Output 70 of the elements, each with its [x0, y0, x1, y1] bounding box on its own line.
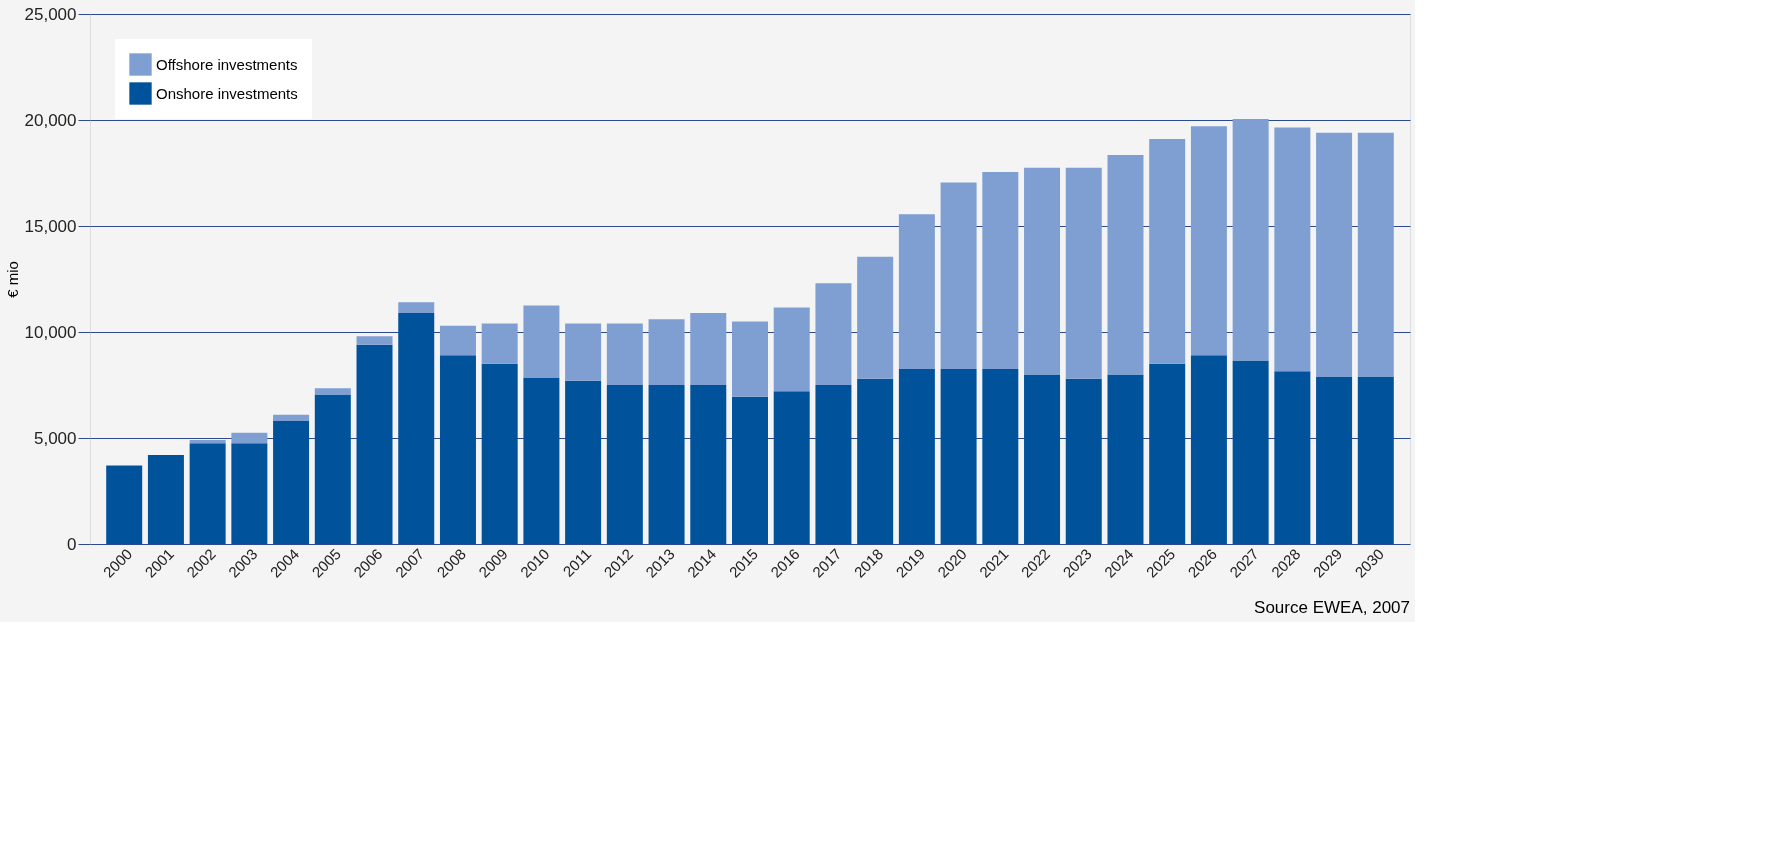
bar	[356, 344, 393, 544]
bar	[1232, 118, 1269, 361]
bar	[523, 305, 560, 378]
bar	[1024, 167, 1061, 375]
bar	[189, 440, 226, 444]
y-tick-label: 0	[67, 534, 77, 554]
bar	[1316, 376, 1353, 544]
bar	[1065, 167, 1102, 379]
bar	[648, 385, 685, 544]
bar	[1190, 355, 1227, 544]
bar	[1024, 374, 1061, 544]
bar	[1190, 126, 1227, 356]
bar	[690, 312, 727, 385]
bar	[898, 214, 935, 370]
y-tick-label: 10,000	[24, 322, 77, 342]
y-axis-title: € mio	[3, 261, 21, 298]
bar	[606, 385, 643, 544]
bar	[606, 323, 643, 385]
bar	[1357, 376, 1394, 544]
bar	[982, 171, 1019, 370]
bar	[732, 396, 768, 544]
bar	[1107, 374, 1144, 544]
y-tick-label: 20,000	[24, 110, 77, 130]
bar	[356, 336, 393, 345]
bar	[189, 443, 226, 544]
bar	[1274, 371, 1311, 544]
bar	[773, 391, 810, 544]
bar	[147, 454, 184, 544]
bar	[231, 443, 268, 544]
bar	[481, 363, 518, 544]
bar	[857, 256, 894, 379]
y-tick-label: 15,000	[24, 216, 77, 236]
bar	[1357, 132, 1394, 377]
bar	[648, 319, 685, 385]
bar	[940, 369, 977, 544]
y-tick-label: 5,000	[33, 428, 77, 448]
bar	[815, 385, 852, 544]
legend-label: Onshore investments	[156, 84, 298, 102]
bar	[1274, 127, 1311, 372]
bar	[898, 369, 935, 544]
bar	[1107, 154, 1144, 375]
bar	[398, 312, 435, 544]
bar	[565, 323, 602, 381]
bar	[1149, 139, 1186, 364]
bar	[732, 321, 768, 397]
bar	[1232, 360, 1269, 544]
bar	[940, 182, 977, 370]
bar	[398, 302, 435, 313]
bar	[314, 388, 351, 395]
source-note: Source EWEA, 2007	[1254, 598, 1410, 618]
bar	[1316, 132, 1353, 377]
bar	[481, 323, 518, 364]
bar	[439, 355, 476, 544]
bar	[857, 378, 894, 544]
bar	[231, 432, 268, 444]
bar	[565, 380, 602, 544]
bar	[815, 283, 852, 385]
legend-label: Offshore investments	[156, 55, 298, 73]
bar	[523, 377, 560, 544]
bar	[273, 421, 310, 544]
bar	[773, 307, 810, 392]
bar	[273, 414, 310, 422]
bar	[439, 325, 476, 356]
bar	[982, 369, 1019, 544]
bar	[690, 385, 727, 544]
bar	[1149, 363, 1186, 544]
bar	[106, 465, 143, 544]
bar	[314, 394, 351, 544]
y-tick-label: 25,000	[24, 4, 77, 24]
bar	[1065, 378, 1102, 544]
